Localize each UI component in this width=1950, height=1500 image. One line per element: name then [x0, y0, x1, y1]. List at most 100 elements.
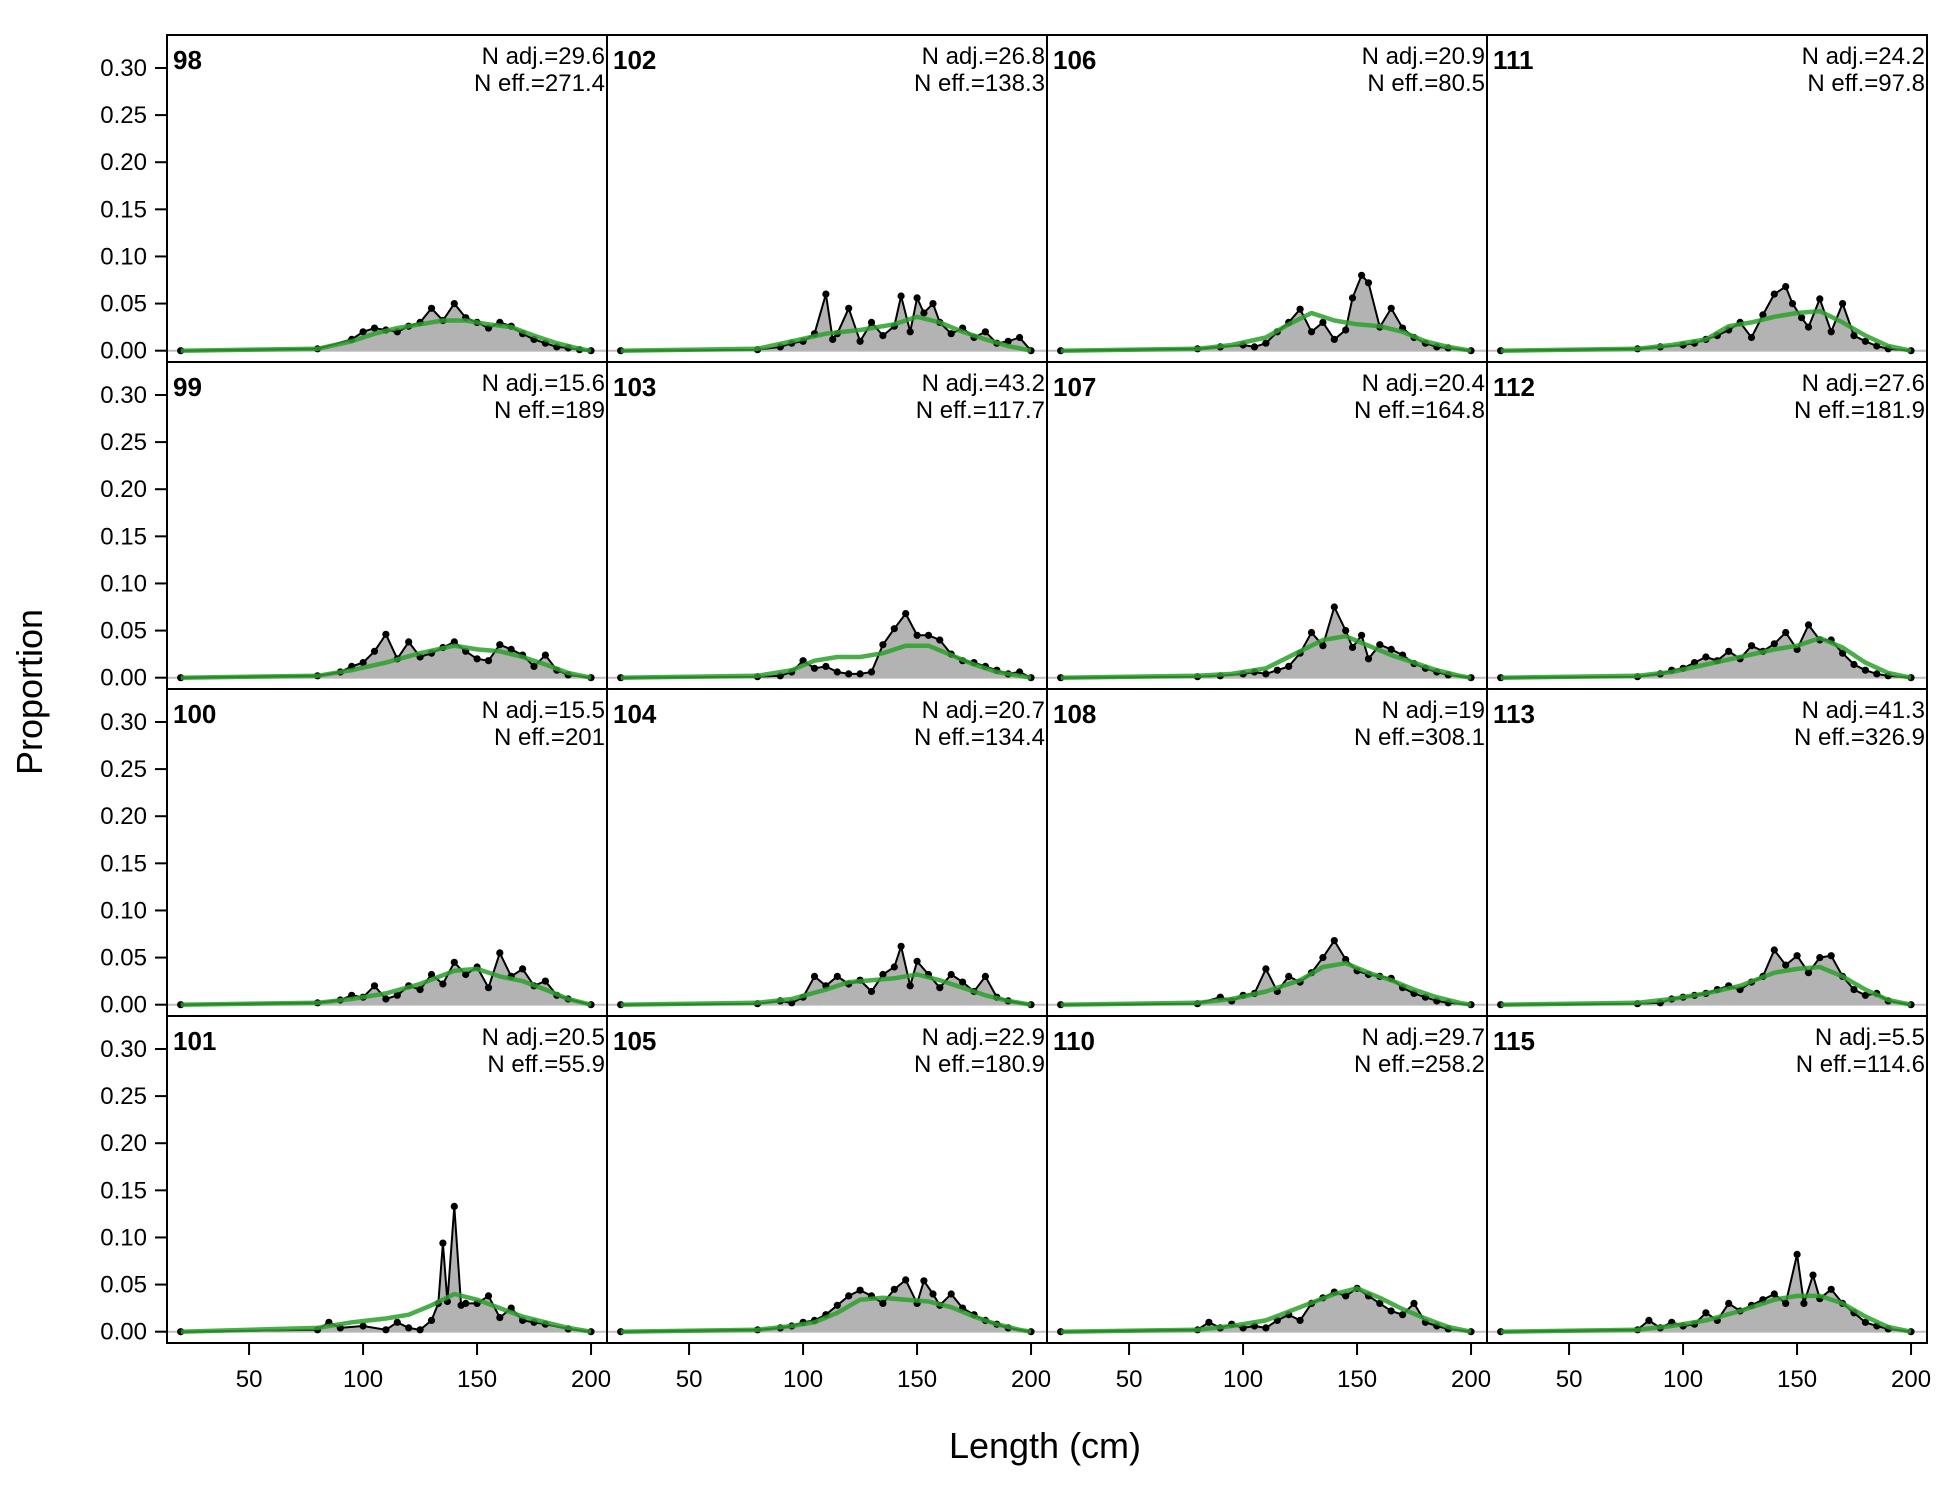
- observed-point: [1827, 1285, 1835, 1293]
- observed-area: [620, 294, 1032, 351]
- observed-point: [541, 651, 549, 659]
- n-adj-label: N adj.=20.4: [1362, 370, 1485, 397]
- y-tick-label: 0.30: [100, 55, 147, 82]
- observed-point: [1296, 305, 1304, 313]
- observed-point: [906, 982, 914, 990]
- observed-point: [359, 328, 367, 336]
- observed-point: [1273, 666, 1281, 674]
- observed-area: [1500, 1254, 1912, 1332]
- observed-point: [1330, 937, 1338, 945]
- expected-line: [180, 318, 592, 353]
- expected-line: [180, 643, 592, 680]
- x-tick-label: 150: [897, 1366, 937, 1393]
- observed-point: [1358, 271, 1366, 279]
- panel-id-label: 113: [1493, 699, 1535, 729]
- observed-point: [810, 664, 819, 672]
- observed-point: [484, 657, 493, 665]
- n-adj-label: N adj.=20.7: [922, 697, 1045, 724]
- x-tick-label: 50: [236, 1366, 263, 1393]
- observed-point: [1804, 969, 1813, 977]
- n-eff-label: N eff.=117.7: [916, 397, 1045, 424]
- n-eff-label: N eff.=134.4: [914, 724, 1045, 751]
- observed-point: [405, 638, 413, 646]
- observed-point: [1285, 972, 1293, 980]
- panel-border: [1486, 1015, 1928, 1344]
- x-tick-label: 150: [1337, 1366, 1377, 1393]
- observed-point: [1782, 961, 1790, 969]
- y-tick-label: 0.15: [100, 523, 147, 550]
- observed-point: [1330, 603, 1338, 611]
- expected-line: [1500, 964, 1912, 1007]
- observed-point: [1861, 991, 1869, 999]
- expected-line: [180, 1291, 592, 1334]
- y-tick-label: 0.20: [100, 1130, 147, 1157]
- observed-point: [1725, 1299, 1733, 1307]
- observed-point: [1839, 649, 1847, 657]
- observed-point: [913, 294, 921, 302]
- y-tick-label: 0.05: [100, 1272, 147, 1299]
- observed-point: [484, 1292, 493, 1300]
- panel-107: 107 N adj.=20.4N eff.=164.8: [1046, 361, 1488, 690]
- observed-point: [822, 290, 830, 298]
- observed-point: [879, 641, 887, 649]
- observed-point: [913, 957, 921, 965]
- observed-point: [890, 1285, 898, 1293]
- observed-point: [867, 668, 876, 676]
- observed-point: [867, 318, 876, 326]
- x-tick-label: 150: [1777, 1366, 1817, 1393]
- observed-area: [620, 946, 1032, 1005]
- panel-101: 101 N adj.=20.5N eff.=55.9: [166, 1015, 608, 1344]
- x-tick-label: 150: [457, 1366, 497, 1393]
- observed-area: [620, 613, 1032, 678]
- n-eff-label: N eff.=114.6: [1796, 1051, 1925, 1078]
- expected-line: [620, 1295, 1032, 1334]
- observed-point: [1747, 333, 1756, 342]
- observed-point: [427, 1316, 436, 1324]
- observed-point: [1319, 954, 1327, 962]
- observed-point: [496, 1314, 504, 1322]
- observed-point: [1725, 647, 1733, 655]
- observed-point: [1364, 279, 1373, 287]
- panel-id-label: 105: [613, 1026, 656, 1056]
- observed-point: [1285, 662, 1293, 670]
- y-tick-label: 0.20: [100, 149, 147, 176]
- panel-background: [1487, 362, 1927, 689]
- observed-area: [180, 303, 592, 351]
- n-eff-label: N eff.=164.8: [1354, 397, 1485, 424]
- observed-point: [405, 1324, 413, 1332]
- observed-point: [856, 1286, 864, 1294]
- panel-id-label: 103: [613, 372, 656, 402]
- expected-line: [1060, 633, 1472, 680]
- panel-98: 98 N adj.=29.6N eff.=271.4: [166, 34, 608, 363]
- n-eff-label: N eff.=271.4: [474, 70, 605, 97]
- observed-point: [541, 977, 549, 985]
- panel-108: 108 N adj.=19N eff.=308.1: [1046, 688, 1488, 1017]
- observed-point: [929, 300, 937, 308]
- expected-line: [620, 972, 1032, 1007]
- observed-area: [180, 952, 592, 1005]
- observed-point: [959, 978, 967, 986]
- n-adj-label: N adj.=15.6: [482, 370, 605, 397]
- panel-background: [607, 362, 1047, 689]
- observed-point: [382, 995, 390, 1003]
- observed-point: [1262, 670, 1270, 678]
- observed-point: [382, 630, 390, 638]
- observed-point: [833, 972, 841, 980]
- observed-point: [1759, 311, 1767, 319]
- y-tick-label: 0.25: [100, 1083, 147, 1110]
- panel-id-label: 100: [173, 699, 216, 729]
- observed-point: [879, 332, 887, 340]
- observed-point: [1205, 1318, 1213, 1326]
- panel-99: 99 N adj.=15.6N eff.=189: [166, 361, 608, 690]
- observed-point: [382, 1326, 390, 1334]
- x-tick-label: 100: [343, 1366, 383, 1393]
- x-axis-ticks: 50 100 150 200 50 100 150 200 50 100 150 200 50 100 15…: [236, 1343, 1931, 1393]
- observed-point: [947, 330, 955, 338]
- observed-point: [1850, 332, 1858, 340]
- observed-point: [981, 972, 989, 980]
- panel-115: 115 N adj.=5.5N eff.=114.6: [1486, 1015, 1928, 1344]
- observed-point: [1702, 653, 1710, 661]
- observed-point: [473, 655, 481, 663]
- observed-point: [897, 942, 905, 950]
- observed-point: [370, 982, 379, 990]
